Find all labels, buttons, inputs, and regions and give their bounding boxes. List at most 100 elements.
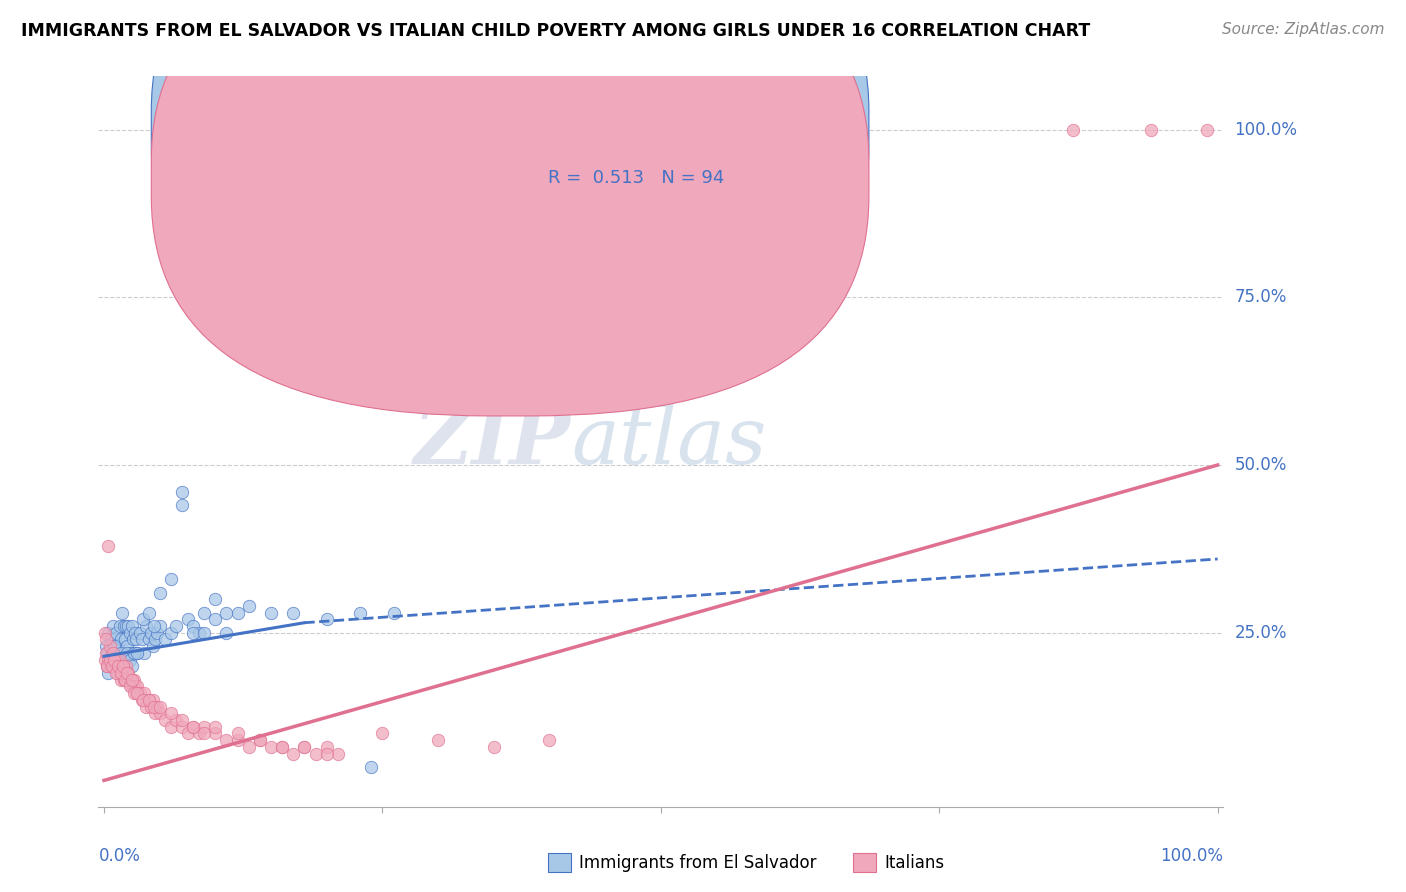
Point [114,659,136,673]
Point [138,693,160,707]
Point [105,625,128,640]
Point [101,659,124,673]
Point [118,625,141,640]
Point [122,646,145,660]
Point [111,659,134,673]
Point [187,726,209,740]
Point [118,673,141,687]
Point [143,706,166,721]
Point [226,726,249,740]
Point [170,713,193,727]
Point [371,726,394,740]
Point [138,693,160,707]
Point [110,673,132,687]
Point [117,673,139,687]
Point [142,639,165,653]
Point [315,739,337,754]
Point [114,632,136,647]
Point [249,733,271,747]
Text: Italians: Italians [884,854,945,871]
Point [138,606,160,620]
Point [193,720,215,734]
Point [117,639,139,653]
Point [124,625,146,640]
Point [294,739,316,754]
Point [143,619,166,633]
Point [110,632,132,647]
Point [226,606,249,620]
Point [103,639,125,653]
Text: 25.0%: 25.0% [1234,624,1286,641]
Point [132,646,155,660]
Text: Source: ZipAtlas.com: Source: ZipAtlas.com [1222,22,1385,37]
Point [121,673,143,687]
Point [105,659,128,673]
Point [149,585,172,599]
Point [139,699,162,714]
Point [105,666,128,681]
Point [118,652,141,666]
Point [111,659,134,673]
Point [96,659,118,673]
Point [132,612,155,626]
Point [326,747,349,761]
Text: atlas: atlas [571,403,766,480]
Point [215,625,238,640]
Point [122,686,145,700]
Point [143,632,166,647]
Point [127,646,149,660]
Point [238,599,260,613]
Point [142,693,165,707]
Point [110,666,132,681]
Point [108,666,131,681]
Point [138,632,160,647]
Text: R = 0.092   N = 87: R = 0.092 N = 87 [548,120,718,137]
Text: 100.0%: 100.0% [1234,120,1298,138]
Point [1062,122,1084,136]
Point [97,652,120,666]
Point [105,652,128,666]
Text: 100.0%: 100.0% [1160,847,1223,865]
Point [121,673,143,687]
Point [108,619,131,633]
Point [112,619,135,633]
Point [110,646,132,660]
Point [125,686,148,700]
Point [146,625,169,640]
Point [204,726,226,740]
Point [103,639,125,653]
Point [187,625,209,640]
Point [139,625,162,640]
Point [482,739,505,754]
Point [294,739,316,754]
FancyBboxPatch shape [152,0,869,367]
Point [114,666,136,681]
Point [215,733,238,747]
Point [117,646,139,660]
Point [283,747,305,761]
Point [127,686,149,700]
Point [149,619,172,633]
FancyBboxPatch shape [464,102,756,215]
Point [128,625,150,640]
Point [101,619,124,633]
Point [131,632,153,647]
Point [101,652,124,666]
Point [124,680,146,694]
Point [117,666,139,681]
Point [101,646,124,660]
Point [97,539,120,553]
Point [121,619,143,633]
Point [1140,122,1163,136]
Point [193,726,215,740]
Text: Immigrants from El Salvador: Immigrants from El Salvador [579,854,817,871]
Point [107,659,129,673]
Point [149,706,172,721]
Point [204,720,226,734]
Point [120,646,142,660]
Point [122,680,145,694]
Point [176,612,198,626]
Point [181,619,204,633]
Point [98,652,121,666]
Point [238,739,260,754]
